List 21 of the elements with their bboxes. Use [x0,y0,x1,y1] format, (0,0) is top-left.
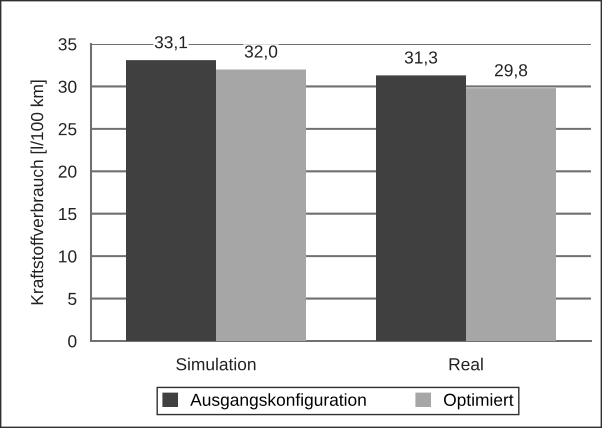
legend-label: Ausgangskonfiguration [190,393,366,410]
x-tick-label: Simulation [176,358,256,370]
y-tick-label: 30 [58,80,76,93]
data-label: 33,1 [154,36,188,50]
bar [126,60,216,341]
y-tick-label: 25 [58,123,76,136]
y-tick-label: 35 [58,38,76,50]
bar [466,88,556,341]
y-tick-label: 15 [59,208,76,220]
y-tick-label: 5 [68,292,76,306]
x-tick-label: Real [450,358,483,370]
data-label: 31,3 [404,51,438,66]
data-label: 32,0 [244,45,278,60]
bar [216,69,306,341]
y-tick-label: 10 [59,250,76,263]
y-tick-label: 20 [58,165,76,178]
legend-label: Optimiert [444,393,514,410]
bar [376,75,466,341]
y-tick-label: 0 [68,335,76,348]
y-axis-title: Kraftstoffverbrauch [l/100 km] [30,80,47,304]
data-label: 29,8 [494,64,528,78]
